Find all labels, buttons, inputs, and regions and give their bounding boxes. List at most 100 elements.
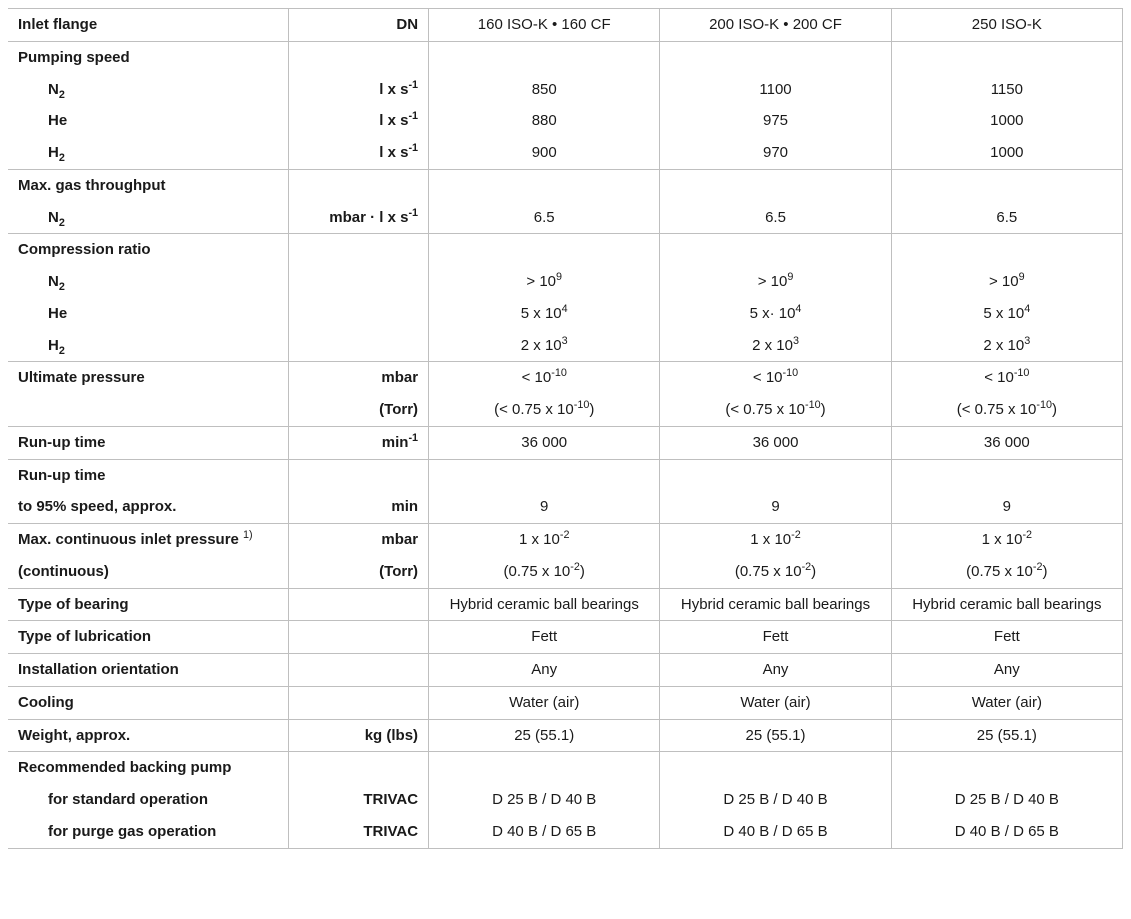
maxinlet-v2a: 1 x 10-2 (660, 524, 891, 556)
backing-std-v2: D 25 B / D 40 B (660, 784, 891, 816)
orientation-v1: Any (429, 654, 660, 687)
row-pumping-speed-he: He l x s-1 880 975 1000 (8, 105, 1123, 137)
row-ultimate-1: Ultimate pressure mbar < 10-10 < 10-10 <… (8, 362, 1123, 394)
runup1-v1: 36 000 (429, 426, 660, 459)
bearing-title: Type of bearing (8, 588, 288, 621)
ultimate-v2b: (< 0.75 x 10-10) (660, 394, 891, 426)
ps-n2-v1: 850 (429, 74, 660, 106)
backing-purge-v2: D 40 B / D 65 B (660, 816, 891, 848)
maxgas-title: Max. gas throughput (8, 169, 288, 201)
pumping-speed-title: Pumping speed (8, 41, 288, 73)
inlet-flange-v3: 250 ISO-K (891, 9, 1122, 42)
backing-std-unit: TRIVAC (288, 784, 428, 816)
maxinlet-v1a: 1 x 10-2 (429, 524, 660, 556)
weight-v1: 25 (55.1) (429, 719, 660, 752)
runup2-v2: 9 (660, 491, 891, 523)
row-compression-n2: N2 > 109 > 109 > 109 (8, 266, 1123, 298)
row-compression-he: He 5 x 104 5 x· 104 5 x 104 (8, 298, 1123, 330)
inlet-flange-v2: 200 ISO-K • 200 CF (660, 9, 891, 42)
row-weight: Weight, approx. kg (lbs) 25 (55.1) 25 (5… (8, 719, 1123, 752)
lubrication-v2: Fett (660, 621, 891, 654)
inlet-flange-label: Inlet flange (8, 9, 288, 42)
cr-h2-label: H2 (18, 335, 65, 357)
ps-h2-v3: 1000 (891, 137, 1122, 169)
maxinlet-title2: (continuous) (8, 556, 288, 588)
runup2-v3: 9 (891, 491, 1122, 523)
row-backing-purge: for purge gas operation TRIVAC D 40 B / … (8, 816, 1123, 848)
cr-h2-v3: 2 x 103 (891, 330, 1122, 362)
row-orientation: Installation orientation Any Any Any (8, 654, 1123, 687)
row-maxinlet-1: Max. continuous inlet pressure 1) mbar 1… (8, 524, 1123, 556)
cooling-v3: Water (air) (891, 686, 1122, 719)
runup2-v1: 9 (429, 491, 660, 523)
mg-n2-unit: mbar · l x s-1 (288, 202, 428, 234)
ps-h2-v2: 970 (660, 137, 891, 169)
ps-he-unit: l x s-1 (288, 105, 428, 137)
backing-purge-unit: TRIVAC (288, 816, 428, 848)
row-runup2-val: to 95% speed, approx. min 9 9 9 (8, 491, 1123, 523)
row-pumping-speed-title: Pumping speed (8, 41, 1123, 73)
ps-he-v3: 1000 (891, 105, 1122, 137)
row-cooling: Cooling Water (air) Water (air) Water (a… (8, 686, 1123, 719)
cr-he-v3: 5 x 104 (891, 298, 1122, 330)
lubrication-v3: Fett (891, 621, 1122, 654)
ultimate-v3b: (< 0.75 x 10-10) (891, 394, 1122, 426)
runup2-title1: Run-up time (8, 459, 288, 491)
row-maxgas-n2: N2 mbar · l x s-1 6.5 6.5 6.5 (8, 202, 1123, 234)
runup2-unit: min (288, 491, 428, 523)
runup1-v3: 36 000 (891, 426, 1122, 459)
orientation-v3: Any (891, 654, 1122, 687)
ps-h2-v1: 900 (429, 137, 660, 169)
ultimate-title: Ultimate pressure (8, 362, 288, 394)
ultimate-v1b: (< 0.75 x 10-10) (429, 394, 660, 426)
cr-he-v2: 5 x· 104 (660, 298, 891, 330)
ps-n2-unit: l x s-1 (288, 74, 428, 106)
inlet-flange-unit: DN (288, 9, 428, 42)
row-ultimate-2: (Torr) (< 0.75 x 10-10) (< 0.75 x 10-10)… (8, 394, 1123, 426)
ps-he-label: He (18, 110, 67, 132)
maxinlet-v2b: (0.75 x 10-2) (660, 556, 891, 588)
runup1-v2: 36 000 (660, 426, 891, 459)
cr-n2-v1: > 109 (429, 266, 660, 298)
maxinlet-unit2: (Torr) (288, 556, 428, 588)
row-lubrication: Type of lubrication Fett Fett Fett (8, 621, 1123, 654)
maxinlet-title1: Max. continuous inlet pressure 1) (8, 524, 288, 556)
weight-v2: 25 (55.1) (660, 719, 891, 752)
cr-h2-v1: 2 x 103 (429, 330, 660, 362)
maxinlet-v3a: 1 x 10-2 (891, 524, 1122, 556)
mg-n2-label: N2 (18, 207, 65, 229)
weight-title: Weight, approx. (8, 719, 288, 752)
ultimate-unit2: (Torr) (288, 394, 428, 426)
weight-v3: 25 (55.1) (891, 719, 1122, 752)
maxinlet-v3b: (0.75 x 10-2) (891, 556, 1122, 588)
row-runup-1: Run-up time min-1 36 000 36 000 36 000 (8, 426, 1123, 459)
mg-n2-v3: 6.5 (891, 202, 1122, 234)
spec-table-container: Inlet flange DN 160 ISO-K • 160 CF 200 I… (0, 0, 1131, 869)
maxinlet-unit1: mbar (288, 524, 428, 556)
row-pumping-speed-n2: N2 l x s-1 850 1100 1150 (8, 74, 1123, 106)
backing-std-v3: D 25 B / D 40 B (891, 784, 1122, 816)
row-bearing: Type of bearing Hybrid ceramic ball bear… (8, 588, 1123, 621)
cr-n2-label: N2 (18, 271, 65, 293)
lubrication-title: Type of lubrication (8, 621, 288, 654)
cr-n2-v2: > 109 (660, 266, 891, 298)
runup1-unit: min-1 (288, 426, 428, 459)
orientation-v2: Any (660, 654, 891, 687)
bearing-v3: Hybrid ceramic ball bearings (891, 588, 1122, 621)
backing-std-v1: D 25 B / D 40 B (429, 784, 660, 816)
row-compression-h2: H2 2 x 103 2 x 103 2 x 103 (8, 330, 1123, 362)
row-backing-std: for standard operation TRIVAC D 25 B / D… (8, 784, 1123, 816)
bearing-v1: Hybrid ceramic ball bearings (429, 588, 660, 621)
ps-he-v1: 880 (429, 105, 660, 137)
runup2-title2: to 95% speed, approx. (8, 491, 288, 523)
spec-table: Inlet flange DN 160 ISO-K • 160 CF 200 I… (8, 8, 1123, 849)
row-runup2-title: Run-up time (8, 459, 1123, 491)
ps-he-v2: 975 (660, 105, 891, 137)
row-pumping-speed-h2: H2 l x s-1 900 970 1000 (8, 137, 1123, 169)
ps-h2-label: H2 (18, 142, 65, 164)
cr-he-v1: 5 x 104 (429, 298, 660, 330)
ps-n2-label: N2 (18, 79, 65, 101)
backing-title: Recommended backing pump (8, 752, 288, 784)
ultimate-v2a: < 10-10 (660, 362, 891, 394)
ps-n2-v3: 1150 (891, 74, 1122, 106)
